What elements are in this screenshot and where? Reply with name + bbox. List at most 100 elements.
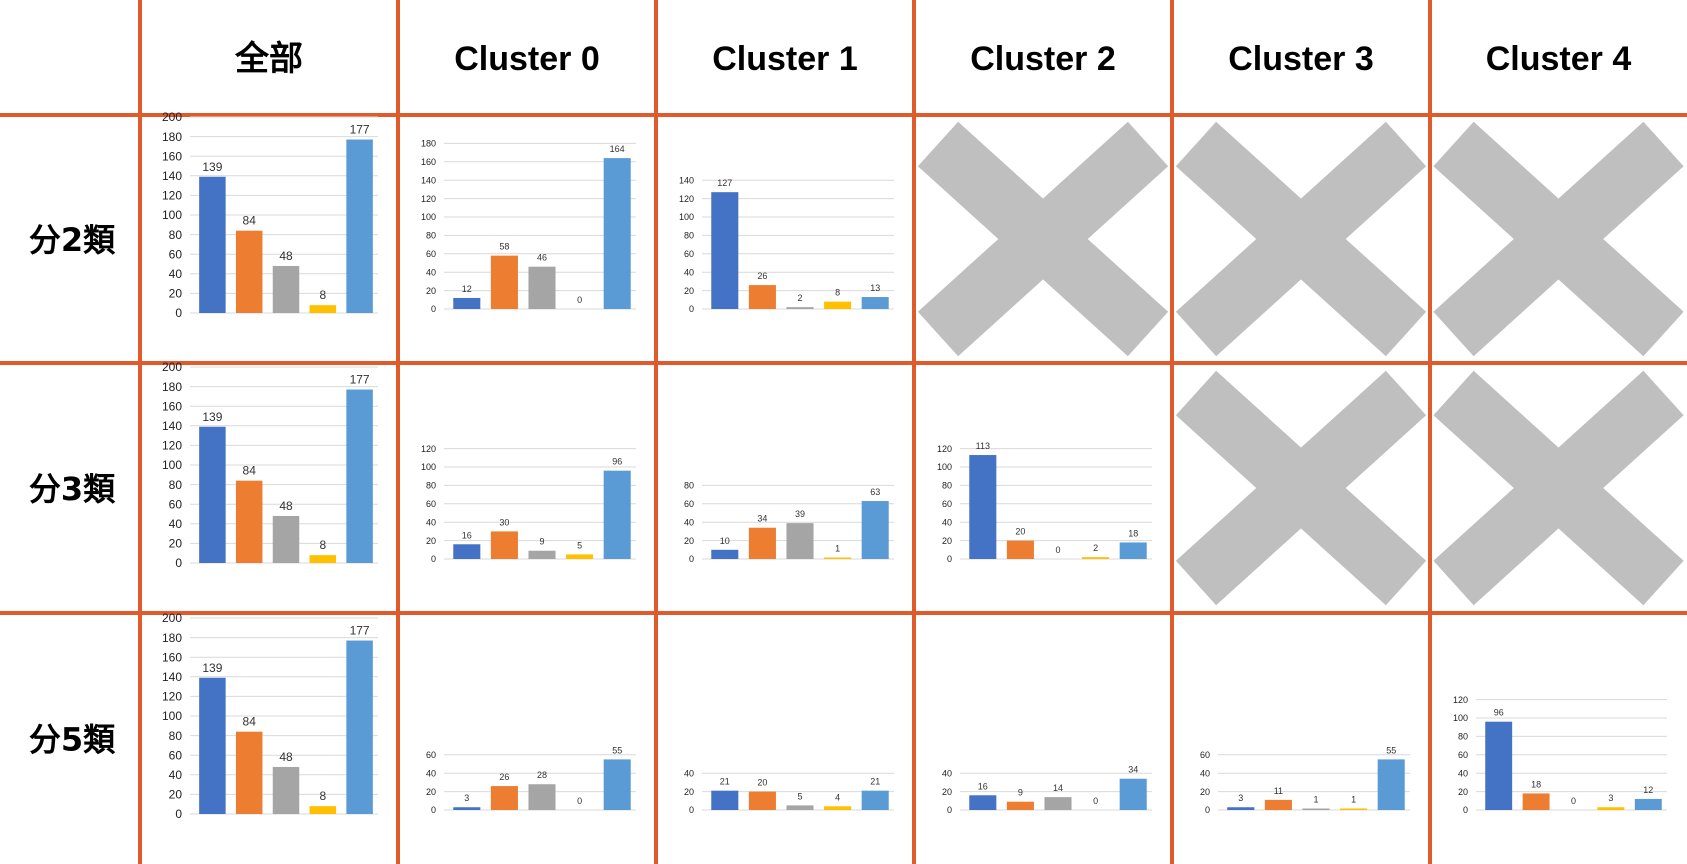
data-label: 8 (319, 538, 326, 552)
bar (861, 790, 889, 810)
y-tick-label: 140 (162, 169, 182, 183)
y-tick-label: 100 (1453, 713, 1468, 723)
cross-icon (1433, 121, 1684, 357)
bar (272, 265, 300, 313)
y-tick-label: 20 (1200, 787, 1210, 797)
bar (1044, 797, 1072, 810)
bar (748, 791, 776, 810)
data-label: 34 (1128, 765, 1138, 775)
column-header: Cluster 1 (712, 40, 858, 78)
bar (786, 523, 814, 559)
row-label: 分2類 (29, 221, 116, 259)
y-tick-label: 100 (421, 462, 436, 472)
bar (824, 806, 852, 810)
y-tick-label: 120 (421, 444, 436, 454)
y-tick-label: 0 (431, 554, 436, 564)
y-tick-label: 80 (426, 231, 436, 241)
y-tick-label: 20 (426, 286, 436, 296)
bar (1597, 807, 1625, 810)
bar (1264, 799, 1292, 810)
y-tick-label: 40 (426, 267, 436, 277)
bar (199, 677, 226, 814)
row-label: 分5類 (29, 721, 116, 759)
bar-chart: 0 20 40 21 20 5 4 21 (684, 768, 894, 815)
data-label: 139 (202, 410, 222, 424)
y-tick-label: 20 (684, 536, 694, 546)
y-tick-label: 120 (937, 444, 952, 454)
y-tick-label: 0 (431, 805, 436, 815)
y-tick-label: 100 (679, 212, 694, 222)
cross-cells (917, 121, 1684, 606)
y-tick-label: 20 (426, 787, 436, 797)
y-tick-label: 100 (162, 208, 182, 222)
y-tick-label: 80 (942, 481, 952, 491)
y-tick-label: 80 (169, 478, 183, 492)
column-header: 全部 (234, 39, 303, 78)
y-tick-label: 0 (689, 554, 694, 564)
bar (603, 470, 631, 559)
data-label: 34 (757, 514, 767, 524)
y-tick-label: 100 (937, 462, 952, 472)
data-label: 12 (462, 284, 472, 294)
data-label: 0 (577, 796, 582, 806)
bar (861, 501, 889, 559)
data-label: 11 (1274, 786, 1283, 796)
y-tick-label: 80 (684, 481, 694, 491)
y-tick-label: 120 (679, 194, 694, 204)
bar (453, 297, 481, 309)
data-label: 5 (797, 791, 802, 801)
bar (1377, 759, 1405, 810)
row-label: 分3類 (29, 470, 116, 508)
data-label: 139 (202, 661, 222, 675)
y-tick-label: 140 (162, 670, 182, 684)
y-tick-label: 80 (169, 228, 183, 242)
bar (199, 176, 226, 313)
bar (1634, 798, 1662, 810)
bar-chart: 0 20 40 60 80 10 34 39 1 63 (684, 481, 894, 564)
data-label: 14 (1053, 783, 1063, 793)
bar (528, 784, 556, 810)
y-tick-label: 40 (426, 517, 436, 527)
y-tick-label: 60 (684, 249, 694, 259)
y-tick-label: 40 (1200, 768, 1210, 778)
bar (1302, 808, 1330, 810)
y-tick-label: 180 (162, 130, 182, 144)
data-label: 48 (279, 249, 293, 263)
data-label: 26 (499, 772, 509, 782)
y-tick-label: 0 (689, 304, 694, 314)
data-label: 55 (1386, 745, 1396, 755)
bar (861, 297, 889, 309)
data-label: 177 (350, 123, 370, 137)
y-tick-label: 100 (162, 709, 182, 723)
y-tick-label: 200 (162, 611, 182, 625)
data-label: 84 (243, 715, 257, 729)
y-tick-label: 120 (162, 439, 182, 453)
y-tick-label: 160 (162, 650, 182, 664)
bar (969, 455, 997, 559)
y-tick-label: 40 (169, 267, 183, 281)
y-tick-label: 0 (175, 556, 182, 570)
data-label: 16 (978, 781, 988, 791)
y-tick-label: 60 (426, 499, 436, 509)
y-tick-label: 100 (421, 212, 436, 222)
y-tick-label: 40 (942, 768, 952, 778)
data-label: 9 (539, 537, 544, 547)
y-tick-label: 160 (162, 149, 182, 163)
column-header: Cluster 2 (970, 40, 1116, 78)
data-label: 3 (1238, 793, 1243, 803)
y-tick-label: 200 (162, 110, 182, 124)
data-label: 21 (720, 777, 730, 787)
y-tick-label: 140 (421, 175, 436, 185)
y-tick-label: 20 (169, 537, 183, 551)
y-tick-label: 60 (1200, 750, 1210, 760)
y-tick-label: 20 (426, 536, 436, 546)
y-tick-label: 0 (175, 807, 182, 821)
column-header: Cluster 3 (1228, 40, 1374, 78)
data-label: 177 (350, 373, 370, 387)
data-label: 3 (1608, 793, 1613, 803)
cross-icon (1433, 370, 1684, 606)
y-tick-label: 60 (426, 750, 436, 760)
